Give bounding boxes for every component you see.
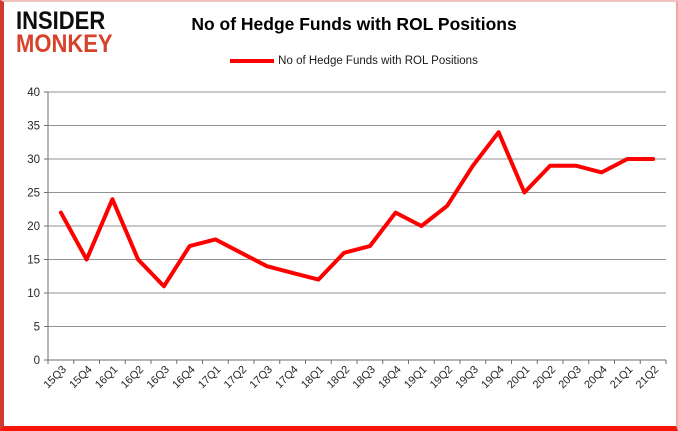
y-axis-label: 5 <box>34 322 40 334</box>
x-axis-label: 16Q1 <box>93 364 121 392</box>
y-axis-label: 0 <box>34 355 40 367</box>
y-axis-label: 35 <box>27 121 40 133</box>
y-axis-label: 15 <box>27 255 40 267</box>
x-axis-label: 16Q3 <box>144 364 172 392</box>
legend-label: No of Hedge Funds with ROL Positions <box>278 55 478 67</box>
series-line <box>58 130 656 289</box>
x-axis-label: 21Q2 <box>634 364 662 392</box>
x-axis-label: 16Q4 <box>170 364 198 392</box>
x-axis-label: 17Q4 <box>273 364 301 392</box>
x-axis-label: 19Q1 <box>402 364 430 392</box>
chart-title: No of Hedge Funds with ROL Positions <box>191 14 517 34</box>
x-axis-label: 20Q1 <box>505 364 533 392</box>
x-axis-label: 18Q1 <box>299 364 327 392</box>
x-axis-label: 19Q4 <box>479 364 507 392</box>
legend-line-swatch <box>230 59 275 63</box>
line-chart: 0 5 10 15 20 25 30 35 40 15Q315Q416Q116Q216Q316Q4… <box>27 87 667 392</box>
x-axis-label: 20Q2 <box>531 364 559 392</box>
y-axis-label: 20 <box>27 221 40 233</box>
x-axis-label: 15Q4 <box>67 364 95 392</box>
y-axis-label: 10 <box>27 288 40 300</box>
x-axis-label: 18Q2 <box>325 364 353 392</box>
y-axis-label: 40 <box>27 87 40 99</box>
x-axis-label: 17Q1 <box>196 364 224 392</box>
chart-legend: No of Hedge Funds with ROL Positions <box>144 55 564 67</box>
x-axis-label: 16Q2 <box>119 364 147 392</box>
x-axis-label: 19Q2 <box>428 364 456 392</box>
x-axis-label: 21Q1 <box>608 364 636 392</box>
logo-text-insider: INSIDER <box>16 7 106 35</box>
x-axis-label: 17Q2 <box>222 364 250 392</box>
y-axis-label: 25 <box>27 188 40 200</box>
x-axis-label: 17Q3 <box>247 364 275 392</box>
x-axis-label: 18Q4 <box>376 364 404 392</box>
x-axis-label: 18Q3 <box>350 364 378 392</box>
x-axis-label: 20Q4 <box>582 364 610 392</box>
x-axis-label: 19Q3 <box>453 364 481 392</box>
x-axis-label: 15Q3 <box>41 364 69 392</box>
y-axis-label: 30 <box>27 154 40 166</box>
insider-monkey-logo: INSIDER MONKEY <box>16 7 126 58</box>
logo-text-monkey: MONKEY <box>16 30 113 58</box>
x-axis-label: 20Q3 <box>556 364 584 392</box>
